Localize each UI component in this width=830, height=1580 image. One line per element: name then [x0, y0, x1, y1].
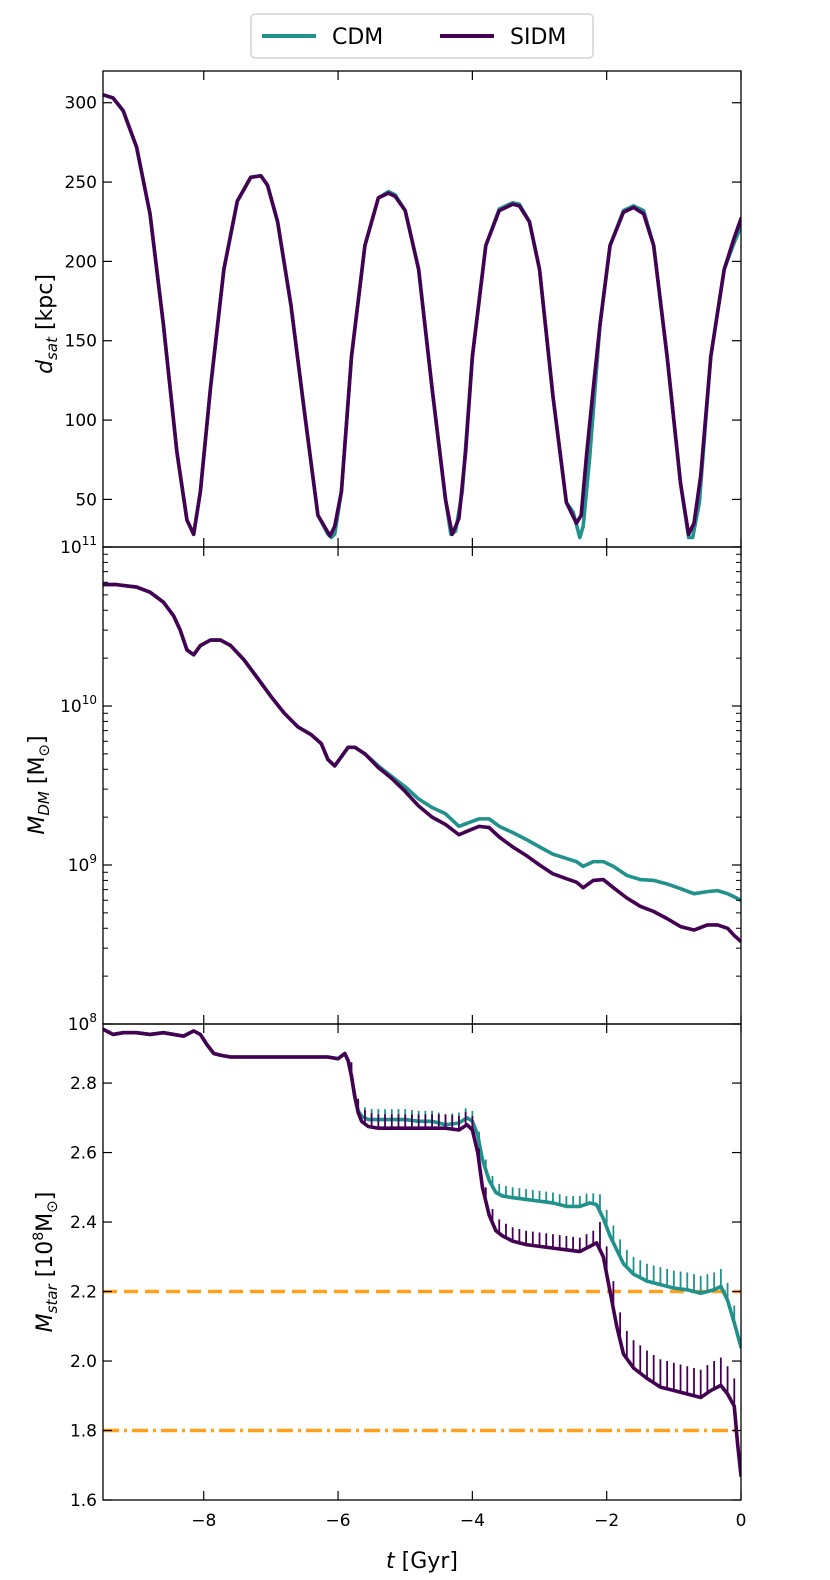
legend-frame: [250, 13, 594, 59]
ylabel-distance: dsat [kpc]: [33, 274, 61, 374]
y-tick-label: 2.0: [70, 1352, 97, 1372]
y-tick-label: 200: [65, 252, 97, 272]
y-tick-label: 1.6: [70, 1491, 97, 1511]
x-tick-label: −8: [191, 1511, 216, 1531]
y-tick-label: 2.2: [70, 1283, 97, 1303]
legend-label-cdm: CDM: [332, 25, 383, 50]
xlabel: t [Gyr]: [386, 1549, 458, 1574]
x-tick-label: −2: [594, 1511, 619, 1531]
ylabel-stellar-mass: Mstar [108M⊙]: [31, 1192, 61, 1333]
y-tick-label: 2.8: [70, 1074, 97, 1094]
y-tick-label: 100: [65, 411, 97, 431]
panel-frame: [102, 1023, 742, 1501]
y-tick-label: 1.8: [70, 1422, 97, 1442]
series-line-sidm: [103, 1027, 741, 1478]
y-tick-label: 250: [65, 173, 97, 193]
series-line-cdm: [103, 1027, 741, 1349]
y-tick-label: 1011: [60, 534, 97, 558]
panel-frame: [102, 546, 742, 1025]
series-line-sidm: [103, 582, 741, 944]
y-tick-label: 50: [75, 490, 97, 510]
x-tick-label: −4: [460, 1511, 485, 1531]
x-tick-label: 0: [736, 1511, 747, 1531]
y-tick-label: 2.4: [70, 1213, 97, 1233]
panel-dm-mass: 108 109 1010 1011: [60, 534, 742, 1035]
series-line-sidm: [103, 93, 741, 538]
series-line-cdm: [103, 582, 741, 903]
legend-label-sidm: SIDM: [510, 25, 566, 50]
y-tick-label: 300: [65, 94, 97, 114]
y-tick-label: 108: [68, 1011, 97, 1035]
ylabel-dm-mass: MDM [M⊙]: [25, 735, 53, 834]
y-tick-label: 1010: [60, 693, 97, 717]
y-tick-label: 2.6: [70, 1144, 97, 1164]
y-tick-label: 109: [68, 852, 97, 876]
panel-distance: 50 100 150 200 250 300: [65, 70, 742, 548]
series-line-cdm: [103, 93, 741, 540]
y-tick-label: 150: [65, 332, 97, 352]
x-tick-label: −6: [326, 1511, 351, 1531]
panel-stellar-mass: −8 −6 −4 −2 0 1.6 1.8 2.0 2.2 2.4 2.6 2.8: [70, 1023, 747, 1531]
legend: CDM SIDM: [250, 13, 594, 59]
